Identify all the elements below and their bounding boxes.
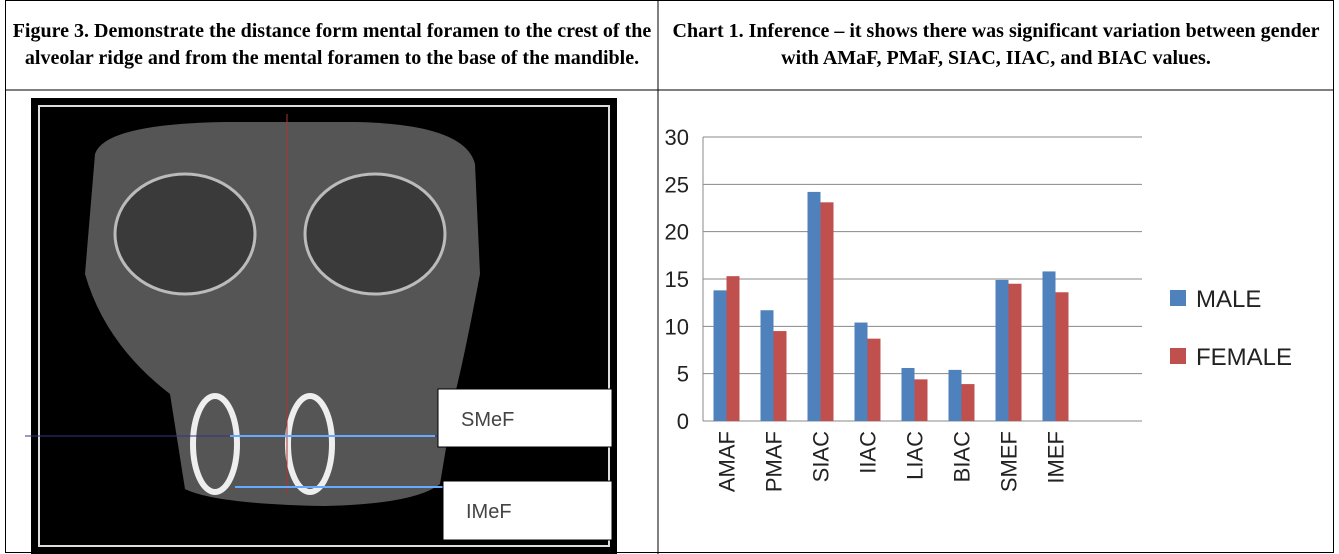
bar — [868, 339, 881, 421]
y-tick-label: 10 — [665, 314, 689, 339]
x-tick-label: LIAC — [903, 431, 928, 480]
label: SMeF — [461, 409, 514, 431]
legend-swatch — [1170, 348, 1186, 364]
label: IMeF — [466, 501, 512, 523]
y-tick-label: 25 — [665, 172, 689, 197]
x-tick-label: AMAF — [715, 431, 740, 492]
chart-caption: Chart 1. Inference – it shows there was … — [662, 2, 1330, 88]
ct-image: SMeF IMeF — [25, 94, 625, 554]
chart: 0 5 10 15 20 25 30 AMAF PMAF SIAC IIAC LIAC BIAC SMEF… — [662, 94, 1332, 552]
bar — [962, 384, 975, 421]
bar — [855, 323, 868, 421]
x-tick-label: SMEF — [997, 431, 1022, 492]
bar — [1043, 271, 1056, 421]
x-tick-label: BIAC — [950, 431, 975, 482]
bar — [996, 280, 1009, 421]
orbit — [305, 174, 445, 294]
bar — [774, 331, 787, 421]
bar — [714, 290, 727, 421]
bar — [1056, 292, 1069, 421]
bar — [761, 310, 774, 421]
bar — [808, 192, 821, 421]
bar — [902, 368, 915, 421]
bar — [727, 276, 740, 421]
page: Figure 3. Demonstrate the distance form … — [0, 0, 1339, 554]
y-tick-label: 5 — [677, 362, 689, 387]
bar — [915, 379, 928, 421]
x-tick-label: IMEF — [1044, 431, 1069, 484]
x-tick-label: IIAC — [856, 431, 881, 474]
x-tick-label: SIAC — [809, 431, 834, 482]
y-tick-label: 15 — [665, 267, 689, 292]
legend-label: FEMALE — [1196, 344, 1292, 371]
bar — [821, 202, 834, 421]
y-tick-label: 20 — [665, 220, 689, 245]
x-tick-label: PMAF — [762, 431, 787, 492]
orbit — [115, 174, 255, 294]
bar — [1009, 284, 1022, 421]
figure-caption: Figure 3. Demonstrate the distance form … — [8, 2, 656, 88]
legend-swatch — [1170, 290, 1186, 306]
y-tick-label: 30 — [665, 125, 689, 150]
legend-label: MALE — [1196, 286, 1261, 313]
y-tick-label: 0 — [677, 409, 689, 434]
bar — [949, 370, 962, 421]
